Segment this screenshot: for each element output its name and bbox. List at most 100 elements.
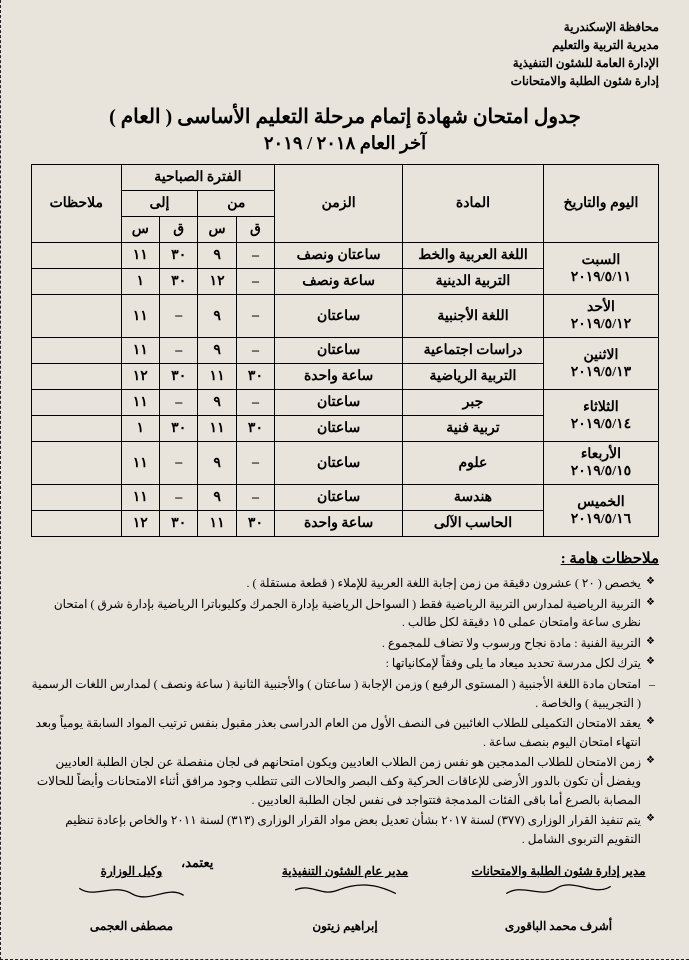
cell-from-s: ١١ bbox=[198, 364, 236, 390]
cell-date: الأربعاء٢٠١٩/٥/١٥ bbox=[543, 442, 658, 485]
cell-date: الثلاثاء٢٠١٩/٥/١٤ bbox=[543, 390, 658, 442]
cell-note bbox=[32, 364, 122, 390]
cell-from-s: ٩ bbox=[198, 390, 236, 416]
cell-time: ساعتان ونصف bbox=[275, 243, 403, 269]
cell-to-q: ٣٠ bbox=[160, 416, 198, 442]
cell-subject: علوم bbox=[403, 442, 544, 485]
note-item: يتم تنفيذ القرار الوزارى (٣٧٧) لسنة ٢٠١٧… bbox=[31, 811, 655, 848]
note-item: يعقد الامتحان التكميلى للطلاب الغائبين ف… bbox=[31, 714, 655, 751]
cell-to-s: ١١ bbox=[121, 442, 159, 485]
cell-to-q: – bbox=[160, 295, 198, 338]
cell-from-s: ٩ bbox=[198, 243, 236, 269]
cell-from-s: ٩ bbox=[198, 442, 236, 485]
note-item: التربية الرياضية لمدارس التربية الرياضية… bbox=[31, 595, 655, 632]
cell-date: الاثنين٢٠١٩/٥/١٣ bbox=[543, 338, 658, 390]
cell-from-q: ٣٠ bbox=[236, 511, 274, 537]
cell-from-s: ٩ bbox=[198, 338, 236, 364]
exam-schedule-table: اليوم والتاريخ المادة الزمن الفترة الصبا… bbox=[31, 164, 659, 537]
cell-time: ساعة واحدة bbox=[275, 364, 403, 390]
cell-to-s: ١٢ bbox=[121, 364, 159, 390]
cell-subject: جبر bbox=[403, 390, 544, 416]
cell-date: الأحد٢٠١٩/٥/١٢ bbox=[543, 295, 658, 338]
cell-time: ساعة ونصف bbox=[275, 269, 403, 295]
cell-time: ساعة واحدة bbox=[275, 511, 403, 537]
cell-subject: دراسات اجتماعية bbox=[403, 338, 544, 364]
cell-from-s: ٩ bbox=[198, 485, 236, 511]
cell-to-s: ١١ bbox=[121, 390, 159, 416]
cell-from-q: – bbox=[236, 485, 274, 511]
signature-scribble bbox=[458, 881, 659, 899]
cell-note bbox=[32, 295, 122, 338]
cell-subject: التربية الرياضية bbox=[403, 364, 544, 390]
cell-time: ساعتان bbox=[275, 295, 403, 338]
signature-role: مدير إدارة شئون الطلبة والامتحانات bbox=[458, 864, 659, 879]
note-item: يخصص ( ٢٠ ) عشرون دقيقة من زمن إجابة الل… bbox=[31, 574, 655, 593]
cell-date: الخميس٢٠١٩/٥/١٦ bbox=[543, 485, 658, 537]
cell-time: ساعتان bbox=[275, 416, 403, 442]
cell-to-s: ١١ bbox=[121, 338, 159, 364]
cell-note bbox=[32, 243, 122, 269]
cell-note bbox=[32, 442, 122, 485]
cell-to-q: – bbox=[160, 390, 198, 416]
table-row: السبت٢٠١٩/٥/١١اللغة العربية والخطساعتان … bbox=[32, 243, 659, 269]
cell-note bbox=[32, 416, 122, 442]
th-s: س bbox=[198, 217, 236, 243]
note-item: يترك لكل مدرسة تحديد ميعاد ما يلى وفقاً … bbox=[31, 654, 655, 673]
cell-to-s: ١١ bbox=[121, 295, 159, 338]
table-row: الأحد٢٠١٩/٥/١٢اللغة الأجنبيةساعتان–٩–١١ bbox=[32, 295, 659, 338]
cell-to-q: ٣٠ bbox=[160, 243, 198, 269]
cell-note bbox=[32, 390, 122, 416]
cell-from-q: – bbox=[236, 269, 274, 295]
signature-block: مدير إدارة شئون الطلبة والامتحانات أشرف … bbox=[458, 864, 659, 934]
signature-scribble bbox=[245, 881, 446, 899]
th-period: الفترة الصباحية bbox=[121, 165, 275, 191]
note-item: التربية الفنية : مادة نجاح ورسوب ولا تضا… bbox=[31, 634, 655, 653]
cell-subject: تربية فنية bbox=[403, 416, 544, 442]
th-from: من bbox=[198, 191, 275, 217]
th-time: الزمن bbox=[275, 165, 403, 243]
letterhead-line: مديرية التربية والتعليم bbox=[31, 36, 659, 54]
table-row: الثلاثاء٢٠١٩/٥/١٤جبرساعتان–٩–١١ bbox=[32, 390, 659, 416]
cell-from-q: – bbox=[236, 390, 274, 416]
cell-note bbox=[32, 269, 122, 295]
cell-note bbox=[32, 511, 122, 537]
cell-from-q: ٣٠ bbox=[236, 364, 274, 390]
cell-time: ساعتان bbox=[275, 485, 403, 511]
signature-block: وكيل الوزارة مصطفى العجمى bbox=[31, 864, 232, 934]
signature-block: مدير عام الشئون التنفيذية إبراهيم زيتون bbox=[245, 864, 446, 934]
letterhead-line: إدارة شئون الطلبة والامتحانات bbox=[31, 72, 659, 90]
cell-to-s: ١١ bbox=[121, 485, 159, 511]
th-to: إلى bbox=[121, 191, 198, 217]
signature-name: إبراهيم زيتون bbox=[245, 919, 446, 934]
signature-scribble bbox=[31, 881, 232, 899]
cell-to-q: ٣٠ bbox=[160, 269, 198, 295]
cell-from-s: ١٢ bbox=[198, 269, 236, 295]
letterhead: محافظة الإسكندرية مديرية التربية والتعلي… bbox=[31, 18, 659, 90]
cell-subject: اللغة العربية والخط bbox=[403, 243, 544, 269]
cell-from-s: ١١ bbox=[198, 416, 236, 442]
th-subject: المادة bbox=[403, 165, 544, 243]
page-subtitle: آخر العام ٢٠١٨ / ٢٠١٩ bbox=[31, 133, 659, 154]
cell-to-q: – bbox=[160, 442, 198, 485]
signature-name: أشرف محمد الباقورى bbox=[458, 919, 659, 934]
cell-time: ساعتان bbox=[275, 338, 403, 364]
table-row: الأربعاء٢٠١٩/٥/١٥علومساعتان–٩–١١ bbox=[32, 442, 659, 485]
cell-to-s: ١١ bbox=[121, 243, 159, 269]
cell-note bbox=[32, 338, 122, 364]
page-title: جدول امتحان شهادة إتمام مرحلة التعليم ال… bbox=[31, 104, 659, 129]
signatures-row: مدير إدارة شئون الطلبة والامتحانات أشرف … bbox=[31, 864, 659, 934]
cell-date: السبت٢٠١٩/٥/١١ bbox=[543, 243, 658, 295]
th-s: س bbox=[121, 217, 159, 243]
cell-to-q: – bbox=[160, 338, 198, 364]
cell-from-s: ١١ bbox=[198, 511, 236, 537]
cell-to-s: ١ bbox=[121, 416, 159, 442]
note-item: امتحان مادة اللغة الأجنبية ( المستوى الر… bbox=[31, 675, 655, 712]
cell-from-q: – bbox=[236, 295, 274, 338]
th-date: اليوم والتاريخ bbox=[543, 165, 658, 243]
letterhead-line: محافظة الإسكندرية bbox=[31, 18, 659, 36]
cell-to-q: – bbox=[160, 485, 198, 511]
cell-to-q: ٣٠ bbox=[160, 511, 198, 537]
th-q: ق bbox=[160, 217, 198, 243]
signature-name: مصطفى العجمى bbox=[31, 919, 232, 934]
cell-subject: الحاسب الآلى bbox=[403, 511, 544, 537]
